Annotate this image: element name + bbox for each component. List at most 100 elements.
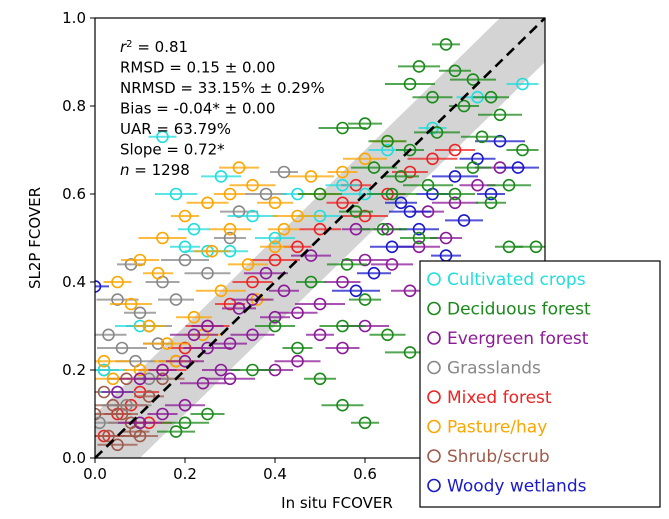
data-point bbox=[277, 284, 291, 298]
stats-line: RMSD = 0.15 ± 0.00 bbox=[120, 59, 275, 77]
data-point bbox=[259, 266, 273, 280]
legend-marker bbox=[427, 478, 441, 493]
data-point bbox=[111, 275, 124, 289]
data-point bbox=[511, 161, 525, 174]
data-point bbox=[336, 121, 349, 135]
data-point bbox=[268, 196, 282, 210]
stats-line: NRMSD = 33.15% ± 0.29% bbox=[120, 79, 325, 97]
data-point bbox=[439, 38, 453, 51]
data-point bbox=[187, 310, 201, 324]
data-point bbox=[246, 363, 259, 377]
data-point bbox=[97, 354, 111, 368]
data-point bbox=[156, 363, 169, 377]
series-woody-wetlands bbox=[95, 134, 539, 298]
x-axis-label: In situ FCOVER bbox=[281, 494, 393, 512]
data-point bbox=[457, 99, 471, 113]
y-tick-label: 0.2 bbox=[62, 361, 86, 379]
data-point bbox=[187, 328, 201, 342]
data-point bbox=[142, 319, 156, 333]
legend-marker bbox=[427, 390, 441, 404]
legend-box bbox=[419, 260, 661, 508]
data-point bbox=[169, 425, 183, 438]
legend-marker bbox=[427, 331, 441, 345]
data-point bbox=[268, 310, 282, 324]
data-point bbox=[187, 222, 201, 236]
data-point bbox=[124, 297, 138, 311]
y-tick-label: 0.4 bbox=[62, 273, 86, 291]
data-point bbox=[142, 390, 156, 403]
data-point bbox=[201, 319, 214, 333]
data-point bbox=[120, 398, 133, 412]
data-point bbox=[201, 196, 214, 210]
x-tick-label: 0.2 bbox=[173, 465, 197, 483]
data-point bbox=[223, 372, 237, 386]
data-point bbox=[268, 253, 282, 267]
data-point bbox=[178, 354, 192, 368]
legend-marker bbox=[427, 301, 441, 316]
data-point bbox=[412, 60, 426, 73]
data-point bbox=[133, 372, 147, 386]
data-point bbox=[313, 328, 327, 342]
data-point bbox=[448, 64, 462, 78]
data-point bbox=[376, 222, 390, 236]
data-point bbox=[426, 121, 439, 135]
data-point bbox=[196, 376, 210, 390]
data-point bbox=[214, 170, 228, 183]
data-point bbox=[169, 293, 183, 306]
data-point bbox=[394, 196, 408, 210]
legend-label: Pasture/hay bbox=[447, 418, 547, 438]
data-point bbox=[358, 152, 372, 166]
data-point bbox=[385, 258, 399, 271]
data-point bbox=[385, 187, 399, 201]
data-point bbox=[111, 385, 124, 399]
legend-marker bbox=[427, 419, 441, 434]
data-point bbox=[246, 209, 259, 223]
y-axis-label: SL2P FCOVER bbox=[26, 187, 44, 289]
x-tick-label: 0.0 bbox=[83, 465, 107, 483]
data-point bbox=[111, 438, 124, 452]
stats-line: Bias = -0.04* ± 0.00 bbox=[120, 100, 275, 118]
data-point bbox=[367, 266, 381, 280]
data-point bbox=[313, 187, 327, 201]
data-point bbox=[475, 130, 489, 144]
data-point bbox=[291, 306, 304, 320]
data-point bbox=[430, 126, 444, 139]
data-point bbox=[484, 90, 498, 104]
legend-label: Deciduous forest bbox=[447, 300, 591, 320]
data-point bbox=[516, 77, 529, 91]
x-tick-label: 0.4 bbox=[263, 465, 287, 483]
stats-line: n = 1298 bbox=[120, 161, 190, 179]
data-point bbox=[529, 240, 543, 254]
y-tick-label: 0.0 bbox=[62, 449, 86, 467]
data-point bbox=[403, 77, 417, 91]
data-point bbox=[291, 354, 304, 368]
data-point bbox=[336, 275, 349, 289]
data-point bbox=[466, 161, 480, 174]
stats-line: Slope = 0.72* bbox=[120, 141, 225, 159]
data-point bbox=[277, 222, 291, 236]
data-point bbox=[277, 165, 291, 179]
data-point bbox=[358, 117, 372, 130]
data-point bbox=[358, 293, 372, 306]
data-point bbox=[223, 222, 237, 236]
data-point bbox=[160, 337, 174, 350]
data-point bbox=[133, 416, 147, 430]
data-point bbox=[268, 319, 282, 333]
data-point bbox=[201, 266, 214, 280]
data-point bbox=[178, 209, 192, 223]
data-point bbox=[291, 240, 304, 254]
one-to-one-line bbox=[94, 17, 546, 459]
data-point bbox=[201, 341, 214, 355]
data-point bbox=[403, 346, 417, 359]
legend-marker bbox=[427, 449, 441, 463]
legend-label: Evergreen forest bbox=[447, 329, 589, 349]
y-tick-label: 1.0 bbox=[62, 9, 86, 27]
data-point bbox=[268, 240, 282, 254]
data-point bbox=[178, 416, 192, 430]
data-point bbox=[115, 341, 129, 355]
data-point bbox=[232, 302, 246, 315]
legend-label: Grasslands bbox=[447, 359, 541, 379]
stats-annotation: r2 = 0.81 RMSD = 0.15 ± 0.00 NRMSD = 33.15… bbox=[120, 38, 325, 179]
data-point bbox=[448, 196, 462, 210]
